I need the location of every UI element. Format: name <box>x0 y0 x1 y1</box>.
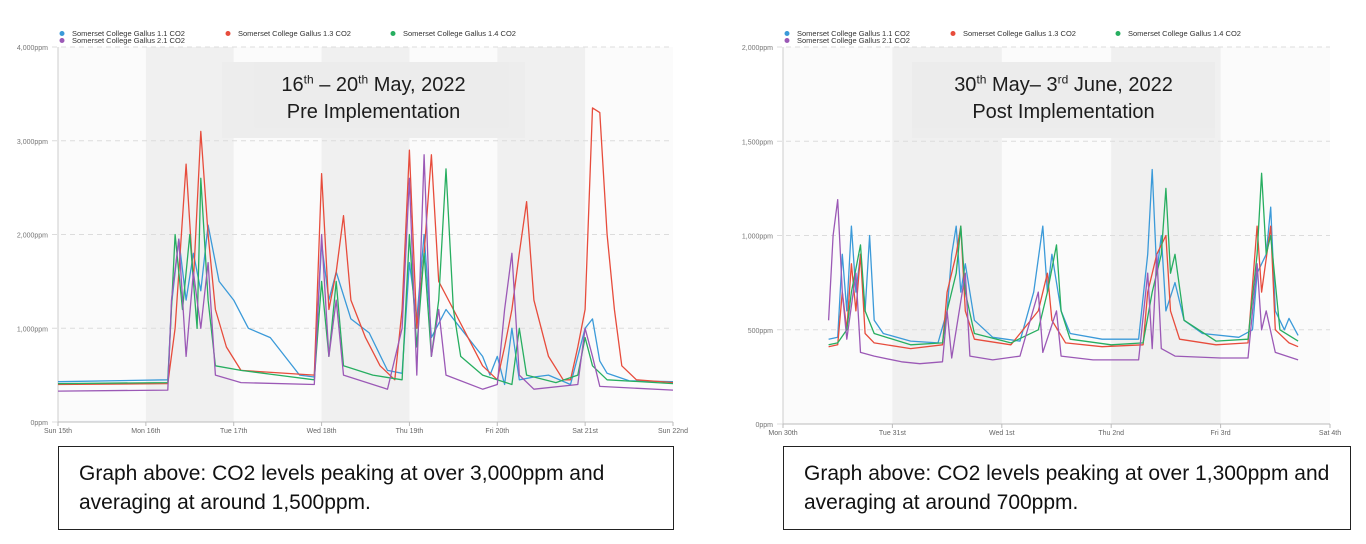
title-sup: th <box>976 72 987 87</box>
y-tick-label: 4,000ppm <box>17 45 48 52</box>
x-tick-label: Fri 3rd <box>1210 430 1230 437</box>
x-tick-label: Wed 18th <box>307 428 337 435</box>
x-tick-label: Thu 19th <box>396 428 424 435</box>
title-phase: Post Implementation <box>972 101 1155 123</box>
series-line-1-1 <box>828 168 1299 344</box>
x-tick-label: Fri 20th <box>485 428 509 435</box>
legend-label: Somerset College Gallus 1.4 CO2 <box>1128 29 1241 38</box>
legend-marker <box>59 31 65 36</box>
title-date: May– 3 <box>986 74 1058 96</box>
title-date: 30 <box>954 74 977 96</box>
post-chart-title: 30th May– 3rd June, 2022 Post Implementa… <box>912 62 1215 138</box>
x-tick-label: Sun 22nd <box>658 428 688 435</box>
x-tick-label: Sat 21st <box>572 428 598 435</box>
legend-label: Somerset College Gallus 1.3 CO2 <box>238 29 351 38</box>
x-tick-label: Wed 1st <box>989 430 1015 437</box>
x-tick-label: Tue 31st <box>879 430 906 437</box>
title-sup: rd <box>1057 72 1069 87</box>
y-tick-label: 500ppm <box>748 328 773 335</box>
legend-marker <box>1115 31 1121 36</box>
legend-marker <box>784 31 790 36</box>
y-tick-label: 0ppm <box>755 422 773 429</box>
y-tick-label: 1,000ppm <box>17 326 48 333</box>
series-line-1-3 <box>57 107 674 386</box>
y-tick-label: 0ppm <box>30 420 48 427</box>
series-line-1-4 <box>828 172 1299 346</box>
title-date: 16 <box>281 74 304 96</box>
legend-marker <box>950 31 956 36</box>
legend-label: Somerset College Gallus 1.1 CO2 <box>72 29 185 38</box>
title-sup: th <box>358 72 369 87</box>
legend-label: Somerset College Gallus 1.1 CO2 <box>797 29 910 38</box>
legend-label: Somerset College Gallus 2.1 CO2 <box>797 36 910 45</box>
post-annotation: Graph above: CO2 levels peaking at over … <box>783 446 1351 530</box>
title-date: May, 2022 <box>368 74 466 96</box>
title-date: June, 2022 <box>1068 74 1173 96</box>
legend-label: Somerset College Gallus 1.4 CO2 <box>403 29 516 38</box>
title-phase: Pre Implementation <box>286 101 461 123</box>
legend-marker <box>225 31 231 36</box>
pre-chart-title: 16th – 20th May, 2022 Pre Implementation <box>222 62 525 138</box>
x-tick-label: Tue 17th <box>220 428 247 435</box>
y-tick-label: 2,000ppm <box>742 45 773 52</box>
x-tick-label: Mon 30th <box>768 430 797 437</box>
x-tick-label: Sun 15th <box>44 428 72 435</box>
y-tick-label: 2,000ppm <box>17 233 48 240</box>
pre-annotation: Graph above: CO2 levels peaking at over … <box>58 446 674 530</box>
x-tick-label: Mon 16th <box>131 428 160 435</box>
series-line-2-1 <box>827 199 1299 365</box>
y-tick-label: 1,000ppm <box>742 234 773 241</box>
x-tick-label: Thu 2nd <box>1098 430 1124 437</box>
legend-marker <box>59 38 65 43</box>
title-sup: th <box>303 72 314 87</box>
legend-label: Somerset College Gallus 2.1 CO2 <box>72 36 185 45</box>
y-tick-label: 3,000ppm <box>17 139 48 146</box>
legend-marker <box>390 31 396 36</box>
x-tick-label: Sat 4th <box>1319 430 1341 437</box>
series-line-1-1 <box>57 224 674 386</box>
series-line-2-1 <box>57 154 674 392</box>
legend-label: Somerset College Gallus 1.3 CO2 <box>963 29 1076 38</box>
legend-marker <box>784 38 790 43</box>
series-line-1-4 <box>57 168 674 386</box>
title-date: – 20 <box>313 74 359 96</box>
y-tick-label: 1,500ppm <box>742 139 773 146</box>
